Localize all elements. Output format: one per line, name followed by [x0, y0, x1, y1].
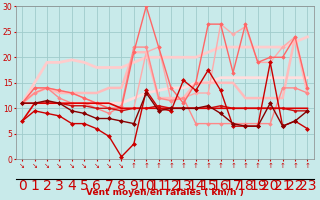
X-axis label: Vent moyen/en rafales ( km/h ): Vent moyen/en rafales ( km/h ): [86, 188, 244, 197]
